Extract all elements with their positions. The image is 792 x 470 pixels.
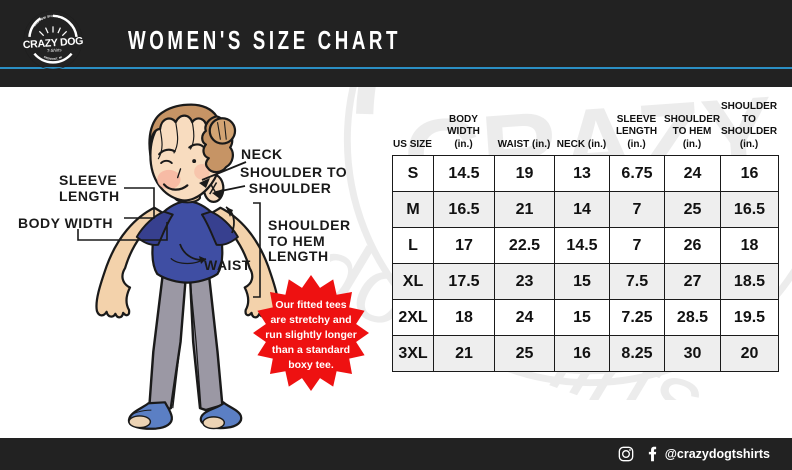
svg-text:than a standard: than a standard: [272, 344, 350, 356]
svg-text:run slightly longer: run slightly longer: [265, 329, 357, 341]
svg-text:boxy tee.: boxy tee.: [288, 359, 334, 371]
svg-text:are stretchy and: are stretchy and: [270, 314, 351, 326]
svg-text:Our fitted tees: Our fitted tees: [275, 299, 346, 311]
